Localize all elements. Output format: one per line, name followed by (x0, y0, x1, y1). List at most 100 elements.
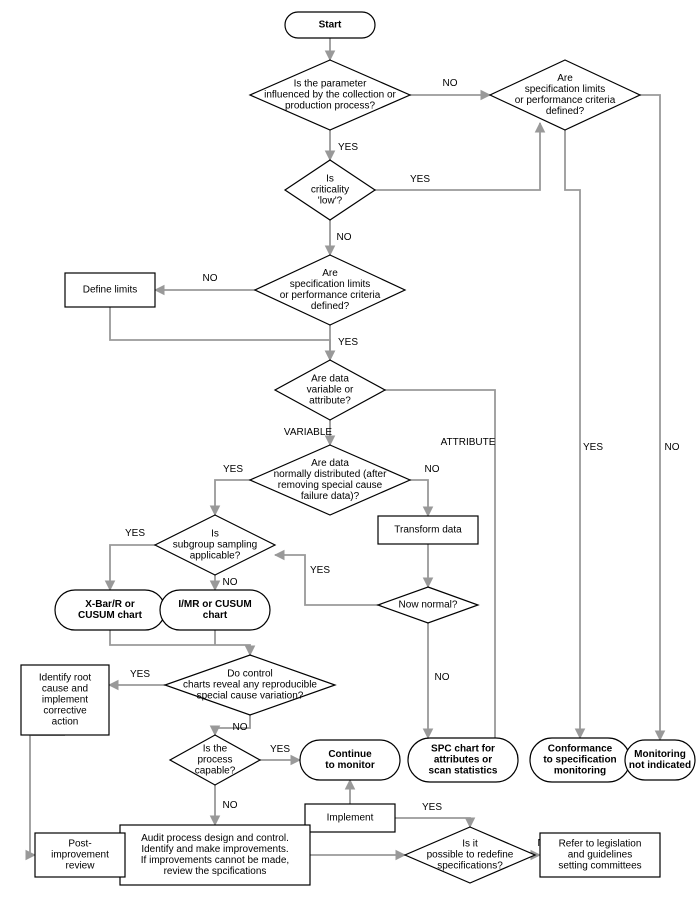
svg-text:defined?: defined? (311, 301, 350, 312)
node-r_refer: Refer to legislationand guidelinessettin… (540, 833, 660, 877)
svg-text:YES: YES (422, 802, 442, 813)
node-d_nownorm: Now normal? (378, 587, 478, 623)
node-r_transform: Transform data (378, 516, 478, 544)
node-d_normal: Are datanormally distributed (afterremov… (250, 445, 410, 515)
svg-text:ATTRIBUTE: ATTRIBUTE (441, 437, 496, 448)
svg-text:SPC chart for: SPC chart for (431, 744, 495, 755)
svg-text:If improvements cannot be made: If improvements cannot be made, (141, 855, 289, 866)
svg-text:YES: YES (410, 174, 430, 185)
svg-text:specifications?: specifications? (437, 861, 503, 872)
svg-text:Implement: Implement (327, 813, 374, 824)
svg-text:Are data: Are data (311, 458, 349, 469)
flowchart-canvas: YES NO NO YES NO YES ATTRIBUTE VARIABLE YES NO YES… (0, 0, 700, 901)
node-d_reveal: Do controlcharts reveal any reproducible… (165, 655, 335, 715)
svg-text:Post-: Post- (68, 839, 91, 850)
node-r_audit: Audit process design and control.Identif… (120, 825, 310, 885)
svg-text:removing special cause: removing special cause (278, 480, 383, 491)
svg-text:cause and: cause and (42, 684, 88, 695)
svg-text:improvement: improvement (51, 850, 109, 861)
svg-text:Monitoring: Monitoring (634, 749, 686, 760)
svg-text:Is: Is (326, 174, 334, 185)
svg-text:YES: YES (125, 528, 145, 539)
svg-text:YES: YES (130, 669, 150, 680)
svg-text:Define limits: Define limits (83, 285, 137, 296)
svg-text:Now normal?: Now normal? (399, 600, 458, 611)
svg-text:defined?: defined? (546, 106, 585, 117)
node-s_xbar: X-Bar/R orCUSUM chart (55, 590, 165, 630)
svg-text:I/MR or CUSUM: I/MR or CUSUM (178, 599, 251, 610)
svg-text:Start: Start (319, 20, 342, 31)
svg-text:Identify root: Identify root (39, 673, 91, 684)
svg-text:Is the parameter: Is the parameter (294, 79, 367, 90)
svg-text:NO: NO (425, 464, 440, 475)
node-d_capable: Is theprocesscapable? (170, 735, 260, 785)
svg-text:attributes or: attributes or (434, 755, 492, 766)
svg-text:criticality: criticality (311, 185, 349, 196)
svg-text:Refer to legislation: Refer to legislation (559, 839, 642, 850)
svg-text:setting committees: setting committees (558, 861, 641, 872)
svg-text:influenced by the collection o: influenced by the collection or (264, 90, 396, 101)
svg-text:NO: NO (443, 78, 458, 89)
svg-text:Is the: Is the (203, 744, 228, 755)
svg-text:Are: Are (557, 73, 573, 84)
svg-text:to monitor: to monitor (325, 760, 375, 771)
svg-text:Is: Is (211, 529, 219, 540)
svg-text:Transform data: Transform data (394, 525, 462, 536)
node-r_postrev: Post-improvementreview (35, 833, 125, 877)
svg-text:NO: NO (665, 442, 680, 453)
node-r_implement: Implement (305, 804, 395, 832)
node-r_define: Define limits (65, 273, 155, 307)
svg-text:VARIABLE: VARIABLE (284, 427, 332, 438)
svg-text:YES: YES (338, 337, 358, 348)
svg-text:CUSUM chart: CUSUM chart (78, 610, 143, 621)
node-d_var_attr: Are datavariable orattribute? (275, 360, 385, 420)
svg-text:NO: NO (435, 672, 450, 683)
svg-text:subgroup sampling: subgroup sampling (173, 540, 258, 551)
svg-text:capable?: capable? (195, 766, 236, 777)
svg-text:Do control: Do control (227, 669, 273, 680)
svg-text:NO: NO (203, 273, 218, 284)
svg-text:YES: YES (270, 744, 290, 755)
node-d_redefine: Is itpossible to redefinespecifications? (405, 827, 535, 883)
svg-text:NO: NO (233, 722, 248, 733)
node-start: Start (285, 12, 375, 38)
svg-text:specification limits: specification limits (290, 279, 371, 290)
node-s_continue: Continueto monitor (300, 740, 400, 780)
svg-text:production process?: production process? (285, 101, 375, 112)
svg-text:review: review (66, 861, 96, 872)
svg-text:or performance criteria: or performance criteria (280, 290, 381, 301)
svg-text:attribute?: attribute? (309, 396, 351, 407)
node-s_spc: SPC chart forattributes orscan statistic… (408, 738, 518, 782)
svg-text:special cause variation?: special cause variation? (197, 691, 304, 702)
svg-text:NO: NO (223, 800, 238, 811)
svg-text:Continue: Continue (328, 749, 372, 760)
node-s_imr: I/MR or CUSUMchart (160, 590, 270, 630)
svg-text:Are data: Are data (311, 374, 349, 385)
node-d_spec_top: Arespecification limitsor performance cr… (490, 60, 640, 130)
svg-text:failure data)?: failure data)? (301, 491, 360, 502)
svg-text:YES: YES (338, 142, 358, 153)
svg-text:and guidelines: and guidelines (568, 850, 633, 861)
svg-text:applicable?: applicable? (190, 551, 241, 562)
svg-text:X-Bar/R or: X-Bar/R or (85, 599, 135, 610)
svg-text:YES: YES (583, 442, 603, 453)
svg-text:NO: NO (337, 232, 352, 243)
svg-text:YES: YES (223, 464, 243, 475)
svg-text:Audit process design and contr: Audit process design and control. (141, 833, 289, 844)
svg-text:'low'?: 'low'? (318, 196, 343, 207)
svg-text:corrective: corrective (43, 706, 87, 717)
svg-text:specification limits: specification limits (525, 84, 606, 95)
node-s_conform: Conformanceto specificationmonitoring (530, 738, 630, 782)
node-d_subgroup: Issubgroup samplingapplicable? (155, 515, 275, 575)
svg-text:action: action (52, 717, 79, 728)
svg-text:or performance criteria: or performance criteria (515, 95, 616, 106)
svg-text:chart: chart (203, 610, 228, 621)
svg-text:monitoring: monitoring (554, 766, 606, 777)
svg-text:implement: implement (42, 695, 88, 706)
svg-text:charts reveal any reproducible: charts reveal any reproducible (183, 680, 317, 691)
svg-text:normally distributed (after: normally distributed (after (274, 469, 387, 480)
svg-text:Identify and make improvements: Identify and make improvements. (141, 844, 288, 855)
svg-text:Are: Are (322, 268, 338, 279)
svg-text:not indicated: not indicated (629, 760, 691, 771)
svg-text:scan statistics: scan statistics (429, 766, 498, 777)
